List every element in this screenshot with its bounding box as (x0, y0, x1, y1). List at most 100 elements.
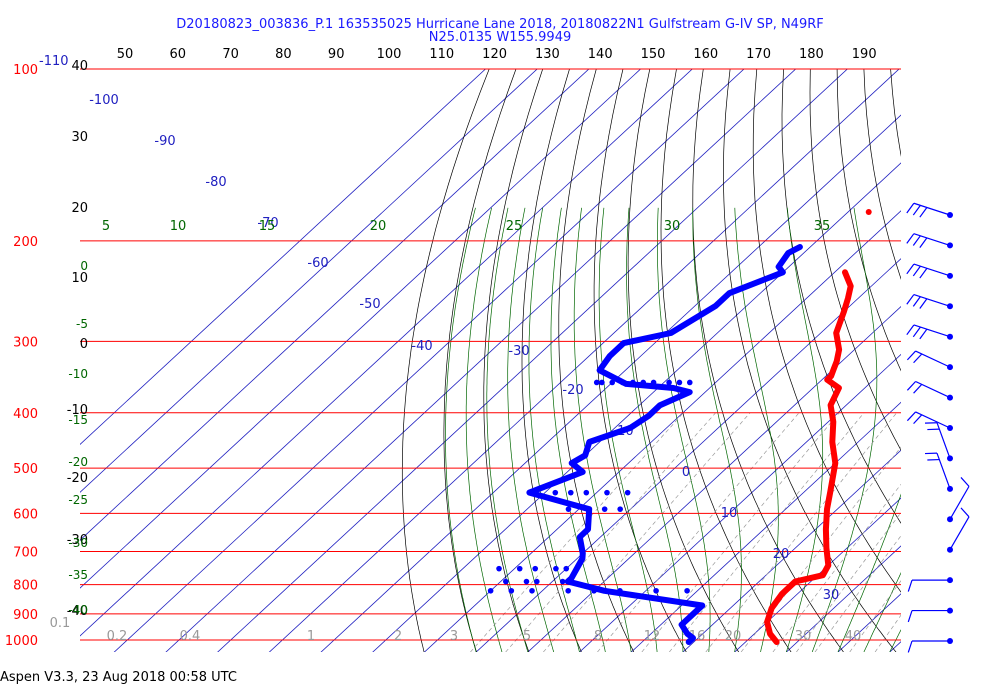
isotherm-label: 0 (682, 465, 690, 480)
dewpoint-point (563, 565, 570, 572)
pressure-label-700: 700 (13, 546, 38, 561)
wind-barb-flag (919, 267, 928, 279)
wind-barb-staff (915, 350, 951, 368)
left-temp-label: 20 (71, 201, 88, 216)
mixing-ratio-label: 5 (523, 629, 531, 644)
top-f-label-180: 180 (799, 47, 824, 62)
moist-adiabat (465, 207, 503, 652)
top-f-label-60: 60 (170, 47, 187, 62)
left-moist-label: -35 (68, 568, 88, 582)
isotherm-line (80, 69, 590, 541)
isotherm-line (682, 449, 901, 652)
wind-barb-staff (949, 486, 970, 520)
dewpoint-point (630, 379, 636, 386)
mixing-ratio-label: 2 (394, 629, 402, 644)
wind-barb-flag (919, 207, 928, 218)
dry-adiabat (660, 69, 792, 652)
isotherm-label: 20 (773, 547, 790, 562)
dry-adiabat (990, 14, 1000, 664)
dewpoint-point (565, 587, 571, 594)
isotherm-line (527, 306, 901, 652)
wind-barb-flag (907, 610, 913, 623)
dry-adiabat (627, 69, 740, 652)
top-f-label-90: 90 (328, 47, 345, 62)
left-temp-label: -20 (67, 471, 88, 486)
dewpoint-point (609, 379, 616, 386)
wind-barb-flag (919, 298, 928, 309)
left-moist-label: -40 (68, 603, 88, 617)
isotherm-line (785, 545, 901, 652)
isotherm-line (80, 69, 538, 493)
wind-barb-flag (907, 579, 913, 592)
mixing-ratio-line (874, 614, 901, 652)
isotherm-label: -50 (359, 297, 380, 312)
dewpoint-point (523, 578, 530, 585)
mixing-ratio-line (772, 483, 901, 652)
moist-adiabat (573, 207, 632, 652)
left-temp-label: 10 (71, 271, 88, 286)
dewpoint-point (619, 379, 626, 386)
dewpoint-point (650, 379, 657, 386)
left-moist-label: -10 (68, 367, 88, 381)
wind-barb-flag (919, 328, 928, 340)
pressure-label-1000: 1000 (5, 634, 38, 649)
moist-adiabat (528, 207, 580, 652)
top-f-label-100: 100 (377, 47, 402, 62)
left-temp-label: -10 (67, 403, 88, 418)
dewpoint-profile (526, 244, 803, 645)
dewpoint-point (593, 379, 600, 386)
wind-barb-flag (906, 381, 916, 391)
theta-e-label: 20 (370, 219, 387, 234)
dewpoint-point (553, 565, 559, 572)
isotherm-line (80, 69, 693, 637)
pressure-label-100: 100 (13, 63, 38, 78)
isotherm-line (423, 210, 901, 652)
dewpoint-point (684, 587, 690, 594)
dewpoint-point (599, 379, 605, 386)
dewpoint-point (604, 489, 610, 496)
dewpoint-point (508, 587, 515, 594)
dewpoint-point (534, 578, 540, 585)
theta-e-label: 5 (102, 219, 110, 234)
isotherm-line (475, 258, 901, 652)
dewpoint-point (567, 489, 574, 496)
wind-barb-flag (907, 640, 913, 653)
dry-adiabat (593, 69, 687, 652)
dry-adiabat (401, 69, 490, 652)
dry-adiabat (863, 69, 901, 280)
wind-barb-flag (919, 237, 928, 248)
dewpoint-point (624, 489, 631, 496)
dewpoint-point (686, 379, 693, 386)
isotherm-line (917, 14, 1000, 675)
wind-barb-flag (906, 233, 915, 244)
isotherm-line (630, 401, 901, 652)
isotherm-label: -80 (205, 175, 226, 190)
isotherm-label: -20 (562, 383, 583, 398)
pressure-label-300: 300 (13, 335, 38, 350)
dewpoint-point (516, 565, 523, 572)
wind-barb-staff (913, 324, 951, 338)
dewpoint-point (552, 489, 559, 496)
isotherm-line (579, 353, 901, 652)
isotherm-line (165, 69, 797, 652)
isotherm-line (80, 69, 487, 445)
theta-e-label: 15 (259, 219, 276, 234)
isotherm-label: -100 (89, 93, 119, 108)
isotherm-label: 30 (823, 588, 840, 603)
title-line2: N25.0135 W155.9949 (428, 30, 572, 45)
left-temp-label: 40 (71, 59, 88, 74)
left-moist-label: -5 (76, 317, 88, 331)
pressure-label-400: 400 (13, 407, 38, 422)
left-temp-label: -30 (67, 533, 88, 548)
wind-barb-flag (906, 411, 916, 422)
dewpoint-point (640, 379, 647, 386)
dry-adiabat (752, 69, 901, 593)
dewpoint-point (496, 565, 502, 572)
dewpoint-point (676, 379, 683, 386)
isotherm-label: -40 (411, 339, 432, 354)
dry-adiabat (965, 14, 1000, 664)
mixing-ratio-line (641, 412, 840, 652)
wind-barb-staff (915, 380, 951, 399)
mixing-ratio-label: 8 (594, 629, 602, 644)
